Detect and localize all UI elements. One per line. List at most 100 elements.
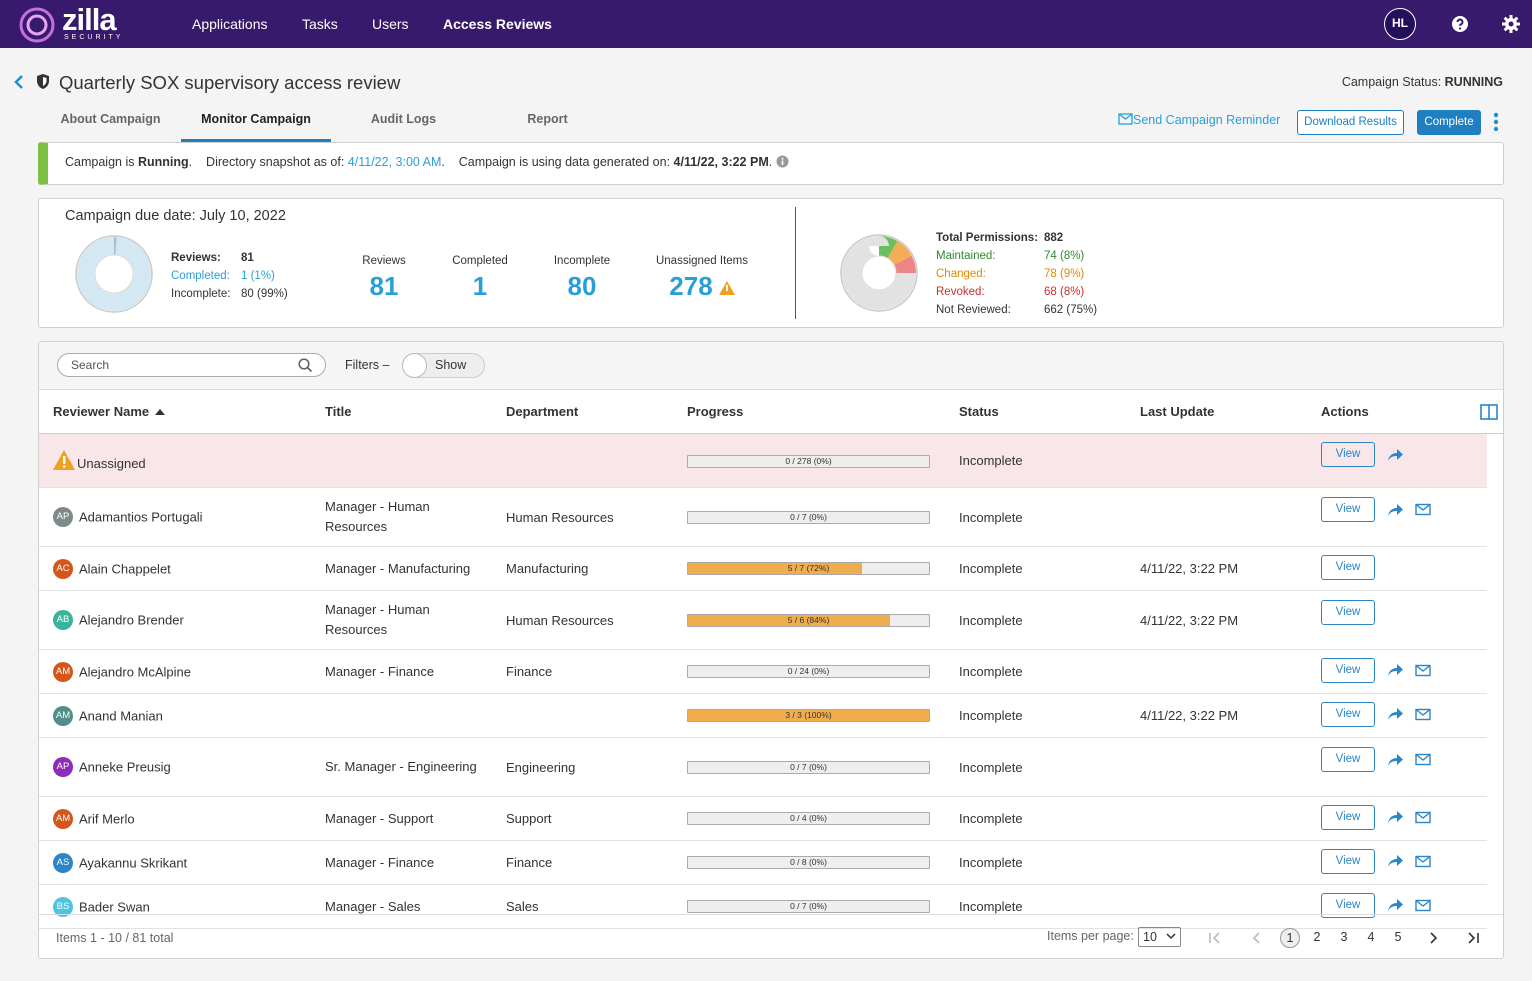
per-page-select[interactable]: 10 — [1138, 927, 1181, 947]
tab[interactable]: Report — [527, 112, 568, 126]
tab[interactable]: About Campaign — [60, 112, 161, 126]
email-icon[interactable] — [1415, 855, 1431, 868]
reassign-icon[interactable] — [1387, 503, 1403, 517]
stat-label: Completed — [452, 255, 508, 267]
filters-toggle[interactable]: Show — [402, 353, 485, 378]
cell: 4/11/22, 3:22 PM — [1140, 561, 1321, 576]
reassign-icon[interactable] — [1387, 810, 1403, 824]
settings-icon[interactable] — [1502, 15, 1520, 33]
column-header[interactable]: Status — [959, 404, 999, 419]
reviewer-name: Ayakannu Skrikant — [79, 855, 188, 870]
legend-value: 662 (75%) — [1044, 304, 1098, 316]
donut-outline — [840, 234, 918, 312]
columns-icon[interactable] — [1480, 404, 1498, 420]
cell: Incomplete — [959, 613, 1140, 628]
cell: 0 / 8 (0%) — [687, 856, 959, 869]
progress-fill — [688, 710, 929, 721]
prev-page[interactable] — [1250, 931, 1264, 945]
back-button[interactable] — [12, 73, 26, 91]
column-header[interactable]: Last Update — [1140, 404, 1215, 419]
status: Incomplete — [959, 561, 1023, 576]
email-icon[interactable] — [1415, 708, 1431, 721]
page-number[interactable]: 3 — [1340, 930, 1348, 944]
view-button[interactable]: View — [1321, 497, 1375, 522]
info-icon[interactable] — [776, 155, 789, 168]
cell: Human Resources — [506, 613, 687, 628]
download-button[interactable]: Download Results — [1297, 110, 1404, 135]
view-button[interactable]: View — [1321, 892, 1375, 918]
tab[interactable]: Monitor Campaign — [181, 112, 331, 142]
page-number[interactable]: 5 — [1394, 930, 1402, 944]
nav-item[interactable]: Access Reviews — [443, 16, 552, 32]
column-header[interactable]: Progress — [687, 404, 744, 419]
legend-value: 80 (99%) — [241, 288, 288, 300]
view-button[interactable]: View — [1321, 747, 1375, 772]
stat-value: 278 — [642, 271, 762, 302]
column-header[interactable]: Department — [506, 404, 579, 419]
title: Manager - Support — [325, 810, 434, 826]
avatar: AC — [53, 558, 73, 579]
reassign-arrow — [1388, 664, 1403, 676]
email-icon[interactable] — [1415, 664, 1431, 677]
reassign-icon[interactable] — [1387, 707, 1403, 721]
view-button[interactable]: View — [1321, 701, 1375, 727]
help-icon[interactable] — [1451, 15, 1469, 33]
stat-label: Incomplete — [553, 255, 611, 267]
reassign-icon[interactable] — [1387, 898, 1403, 912]
nav-item[interactable]: Tasks — [302, 16, 338, 32]
search-input[interactable]: Search — [57, 353, 326, 377]
stat-number: 80 — [567, 271, 597, 301]
cell: AB Alejandro Brender — [39, 610, 325, 630]
nav-item[interactable]: Applications — [192, 16, 268, 32]
email-icon[interactable] — [1415, 811, 1431, 824]
progress-bar: 5 / 6 (84%) — [687, 613, 930, 627]
reviewer-name: Alain Chappelet — [79, 561, 171, 576]
column-header[interactable]: Reviewer Name — [53, 404, 166, 419]
email-icon[interactable] — [1415, 503, 1431, 516]
progress-bar: 5 / 7 (72%) — [687, 562, 930, 575]
reassign-icon[interactable] — [1387, 448, 1403, 462]
email-flap — [1415, 753, 1431, 761]
department: Human Resources — [506, 612, 614, 628]
last-page[interactable] — [1466, 931, 1480, 945]
view-button[interactable]: View — [1321, 804, 1375, 830]
more-menu[interactable] — [1492, 112, 1500, 132]
legend-value: 81 — [241, 252, 254, 264]
view-button[interactable]: View — [1321, 848, 1375, 874]
data-value: 4/11/22, 3:22 PM — [673, 155, 769, 169]
view-button[interactable]: View — [1321, 600, 1375, 625]
progress-label: 0 / 278 (0%) — [785, 456, 832, 466]
cell: Engineering — [506, 760, 687, 775]
reassign-icon[interactable] — [1387, 753, 1403, 767]
page-number[interactable]: 1 — [1280, 928, 1300, 948]
view-button[interactable]: View — [1321, 554, 1375, 580]
reassign-icon[interactable] — [1387, 663, 1403, 677]
summary-card: Campaign due date: July 10, 2022 Reviews… — [38, 198, 1504, 328]
view-button[interactable]: View — [1321, 442, 1375, 467]
progress-bar: 0 / 7 (0%) — [687, 760, 930, 774]
cell: 0 / 7 (0%) — [687, 760, 959, 774]
status: Incomplete — [959, 453, 1023, 468]
page-number[interactable]: 4 — [1367, 930, 1375, 944]
user-avatar[interactable]: HL — [1384, 8, 1416, 40]
send-reminder[interactable]: Send Campaign Reminder — [1118, 113, 1280, 127]
view-button[interactable]: View — [1321, 657, 1375, 683]
reassign-icon[interactable] — [1387, 854, 1403, 868]
email-icon[interactable] — [1415, 753, 1431, 766]
next-page[interactable] — [1426, 931, 1440, 945]
email-body — [1415, 708, 1431, 720]
email-flap — [1415, 899, 1431, 907]
column-header[interactable]: Title — [325, 404, 352, 419]
first-page[interactable] — [1208, 931, 1222, 945]
tab[interactable]: Audit Logs — [370, 112, 437, 126]
column-header[interactable]: Actions — [1321, 404, 1369, 419]
email-body — [1415, 503, 1431, 516]
legend-label: Not Reviewed: — [936, 304, 1011, 316]
cell: View — [1321, 497, 1487, 522]
email-icon[interactable] — [1415, 899, 1431, 912]
cell: 0 / 7 (0%) — [687, 900, 959, 913]
email-flap — [1415, 708, 1431, 716]
nav-item[interactable]: Users — [372, 16, 409, 32]
page-number[interactable]: 2 — [1313, 930, 1321, 944]
complete-button[interactable]: Complete — [1417, 110, 1481, 135]
